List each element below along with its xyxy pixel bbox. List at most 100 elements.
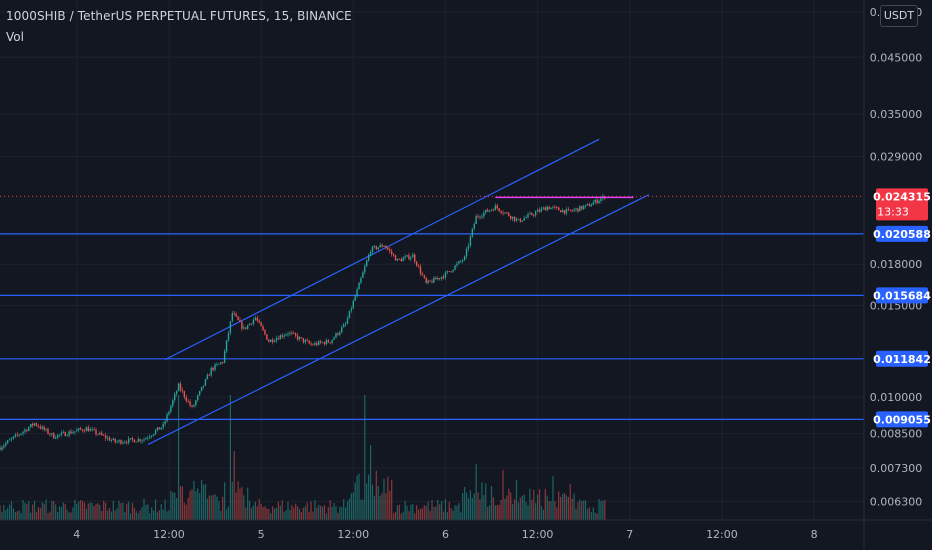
candle-body (458, 261, 460, 264)
candle-body (598, 200, 600, 204)
candle-body (538, 209, 541, 212)
volume-bar (287, 501, 289, 520)
volume-bar (604, 499, 606, 520)
volume-bar (291, 505, 293, 520)
volume-bar (471, 497, 473, 520)
interval-label[interactable]: 15 (273, 9, 290, 23)
volume-bar (360, 499, 362, 520)
candle-body (502, 212, 504, 214)
volume-bar (586, 508, 589, 520)
volume-bar (143, 498, 145, 520)
volume-bar (444, 499, 447, 520)
candle-body (248, 323, 251, 326)
candle-body (558, 207, 560, 211)
volume-bar (105, 502, 107, 520)
candle-body (51, 433, 53, 435)
volume-bar (141, 506, 143, 520)
volume-bar (537, 494, 539, 520)
volume-bar (343, 499, 345, 520)
volume-bar (197, 488, 199, 520)
volume-bar (110, 511, 112, 520)
candle-body (402, 258, 404, 262)
candle-body (496, 205, 498, 209)
volume-bar (208, 495, 210, 520)
volume-bar (55, 504, 57, 520)
candle-body (152, 434, 155, 436)
volume-bar (481, 482, 483, 520)
price-tick-label: 0.045000 (870, 51, 923, 64)
candle-body (285, 334, 287, 336)
volume-bar (262, 506, 264, 520)
volume-bar (93, 506, 95, 520)
candle-body (492, 209, 495, 211)
candle-body (39, 426, 42, 429)
candle-body (567, 209, 570, 210)
candle-body (37, 425, 40, 427)
candle-body (193, 404, 195, 407)
volume-bar (122, 502, 124, 520)
candle-body (12, 436, 15, 439)
volume-bar (369, 445, 372, 520)
price-tick-label: 0.007300 (870, 462, 923, 475)
volume-bar (273, 508, 276, 520)
candle-body (237, 316, 239, 321)
volume-bar (185, 504, 187, 520)
candle-body (540, 208, 543, 212)
volume-bar (53, 501, 55, 520)
candle-body (379, 244, 381, 248)
candle-body (408, 255, 410, 260)
candle-body (565, 209, 568, 214)
candle-body (181, 389, 184, 392)
candle-body (377, 247, 379, 250)
candle-body (504, 212, 506, 214)
candle-body (139, 439, 141, 442)
volume-bar (391, 480, 393, 520)
volume-bar (233, 451, 235, 520)
candle-body (202, 385, 205, 387)
volume-bar (72, 507, 74, 520)
candle-body (49, 433, 51, 435)
candle-body (222, 362, 224, 364)
candle-body (584, 204, 587, 207)
volume-bar (103, 500, 105, 520)
currency-button[interactable]: USDT (880, 5, 918, 27)
volume-bar (202, 484, 205, 520)
volume-bar (264, 506, 266, 520)
candle-body (243, 327, 245, 329)
candle-body (383, 245, 385, 247)
candle-body (143, 439, 145, 441)
volume-bar (260, 503, 262, 520)
volume-bar (91, 502, 93, 520)
candle-body (212, 367, 214, 370)
volume-bar (272, 506, 274, 520)
candle-body (16, 434, 18, 436)
volume-bar (300, 511, 303, 520)
volume-indicator-label[interactable]: Vol (6, 30, 24, 44)
symbol-name[interactable]: 1000SHIB / TetherUS PERPETUAL FUTURES (6, 9, 266, 23)
candle-body (58, 434, 61, 436)
candle-body (561, 210, 564, 213)
candle-body (310, 343, 312, 345)
volume-bar (389, 490, 391, 520)
candle-body (28, 427, 30, 431)
volume-bar (191, 489, 193, 520)
candle-body (210, 367, 212, 376)
candle-body (246, 325, 249, 329)
candle-body (473, 224, 475, 229)
volume-bar (318, 504, 320, 520)
volume-bar (277, 501, 279, 520)
candle-body (131, 438, 134, 440)
volume-bar (247, 487, 249, 520)
candle-body (375, 246, 378, 250)
volume-bar (560, 496, 562, 520)
volume-bar (569, 484, 571, 520)
candle-body (78, 428, 80, 431)
volume-bar (341, 507, 343, 520)
volume-bar (47, 513, 49, 520)
volume-bar (504, 498, 506, 520)
volume-bar (116, 508, 118, 520)
candle-body (513, 216, 516, 221)
candle-body (108, 437, 111, 441)
